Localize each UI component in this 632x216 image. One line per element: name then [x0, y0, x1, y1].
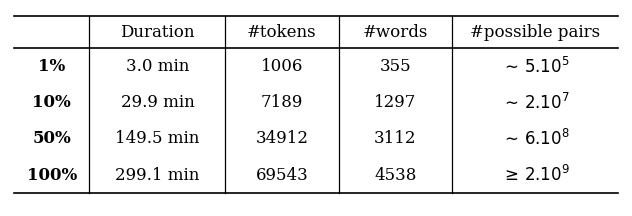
Text: 100%: 100% [27, 167, 77, 184]
Text: 34912: 34912 [255, 130, 308, 148]
Text: 3112: 3112 [374, 130, 416, 148]
Text: 355: 355 [379, 58, 411, 75]
Text: #possible pairs: #possible pairs [470, 24, 600, 41]
Text: 3.0 min: 3.0 min [126, 58, 189, 75]
Text: 1297: 1297 [374, 94, 416, 111]
Text: 10%: 10% [32, 94, 71, 111]
Text: 149.5 min: 149.5 min [115, 130, 200, 148]
Text: $\sim\,5.10^{5}$: $\sim\,5.10^{5}$ [501, 57, 569, 77]
Text: $\geq\,2.10^{9}$: $\geq\,2.10^{9}$ [501, 165, 569, 185]
Text: 50%: 50% [32, 130, 71, 148]
Text: 1%: 1% [38, 58, 65, 75]
Text: 299.1 min: 299.1 min [115, 167, 200, 184]
Text: #words: #words [363, 24, 428, 41]
Text: 7189: 7189 [261, 94, 303, 111]
Text: 69543: 69543 [256, 167, 308, 184]
Text: #tokens: #tokens [247, 24, 317, 41]
Text: 1006: 1006 [261, 58, 303, 75]
Text: 4538: 4538 [374, 167, 416, 184]
Text: $\sim\,6.10^{8}$: $\sim\,6.10^{8}$ [501, 129, 569, 149]
Text: Duration: Duration [120, 24, 195, 41]
Text: $\sim\,2.10^{7}$: $\sim\,2.10^{7}$ [501, 93, 569, 113]
Text: 29.9 min: 29.9 min [121, 94, 194, 111]
